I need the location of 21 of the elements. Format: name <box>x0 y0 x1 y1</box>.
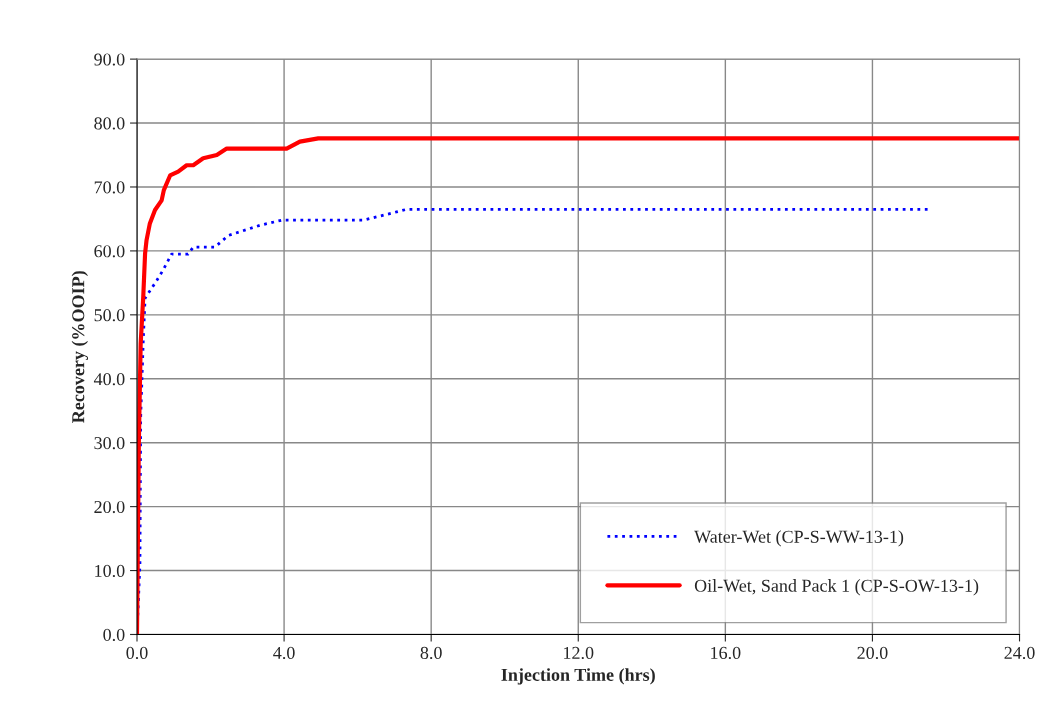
y-tick-label: 80.0 <box>94 117 125 130</box>
y-tick-label: 50.0 <box>94 309 125 322</box>
y-tick-label: 20.0 <box>94 500 125 514</box>
x-tick-label: 4.0 <box>273 646 295 660</box>
x-tick-label: 12.0 <box>564 646 594 660</box>
y-tick-label: 90.0 <box>94 53 125 66</box>
x-tick-label: 8.0 <box>420 646 442 660</box>
x-tick-label: 0.0 <box>126 646 148 660</box>
y-tick-label: 40.0 <box>93 373 125 386</box>
y-tick-label: 0.0 <box>103 628 125 641</box>
x-tick-label: 20.0 <box>857 646 888 660</box>
legend-label: Oil-Wet, Sand Pack 1 (CP-S-OW-13-1) <box>694 579 979 596</box>
y-tick-label: 30.0 <box>94 436 125 450</box>
x-tick-label: 24.0 <box>1004 646 1035 660</box>
y-axis-title: Recovery (%OOIP) <box>71 271 89 423</box>
y-tick-label: 60.0 <box>94 245 125 258</box>
y-tick-label: 10.0 <box>95 564 125 578</box>
x-axis-title: Injection Time (hrs) <box>501 668 655 685</box>
legend-label: Water-Wet (CP-S-WW-13-1) <box>694 530 904 547</box>
x-tick-label: 16.0 <box>711 646 741 660</box>
y-tick-label: 70.0 <box>94 181 125 194</box>
